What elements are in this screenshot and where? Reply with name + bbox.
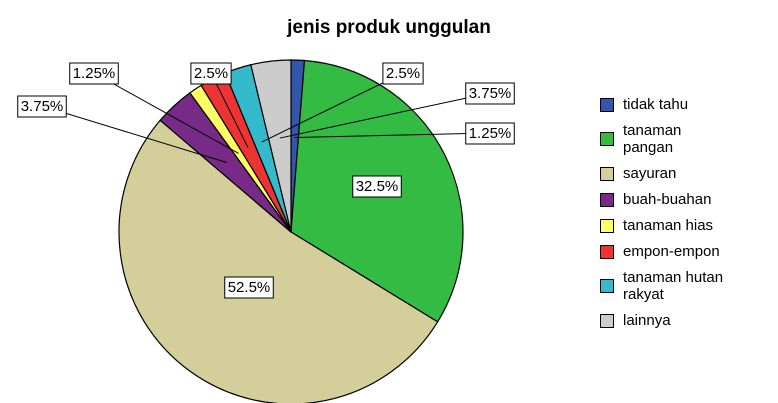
legend-swatch <box>600 97 614 112</box>
data-label-text: 52.5% <box>228 279 271 296</box>
data-label: 2.5% <box>190 62 232 85</box>
leader-line <box>294 132 491 138</box>
legend-swatch <box>600 313 614 328</box>
label-box <box>352 175 402 198</box>
label-box <box>190 62 232 85</box>
data-label: 3.75% <box>465 82 515 105</box>
data-label: 1.25% <box>465 122 515 145</box>
leader-line <box>93 72 239 154</box>
label-box <box>465 82 515 105</box>
data-label-text: 3.75% <box>21 98 64 115</box>
legend-label: tidak tahu <box>623 96 689 113</box>
data-label: 3.75% <box>17 95 67 118</box>
legend-label: tanaman pangan <box>623 122 682 156</box>
data-label-text: 1.25% <box>73 65 116 82</box>
legend-item: tidak tahu <box>600 96 775 113</box>
data-label-text: 32.5% <box>356 178 399 195</box>
leader-line <box>41 105 227 164</box>
data-label-text: 2.5% <box>194 65 228 82</box>
data-label-text: 3.75% <box>469 85 512 102</box>
legend-label: sayuran <box>623 165 677 182</box>
legend-swatch <box>600 192 614 207</box>
legend-label: buah-buahan <box>623 191 712 208</box>
leader-line <box>279 92 491 139</box>
data-label: 32.5% <box>352 175 402 198</box>
data-label: 2.5% <box>382 62 424 85</box>
label-box <box>382 62 424 85</box>
legend-swatch <box>600 218 614 233</box>
pie-slice <box>250 59 292 233</box>
leader-line <box>261 72 404 143</box>
pie-slice <box>118 119 439 403</box>
label-box <box>17 95 67 118</box>
legend-item: tanaman pangan <box>600 122 775 156</box>
legend-item: lainnya <box>600 312 775 329</box>
legend-label: empon-empon <box>623 243 720 260</box>
legend-swatch <box>600 279 614 293</box>
data-label-text: 1.25% <box>469 125 512 142</box>
legend: tidak tahu tanaman pangan sayuran buah-buah… <box>600 96 775 338</box>
legend-swatch <box>600 132 614 146</box>
legend-item: tanaman hutan rakyat <box>600 269 775 303</box>
leader-line <box>210 72 249 148</box>
legend-swatch <box>600 244 614 259</box>
legend-label: tanaman hutan rakyat <box>623 269 724 303</box>
data-label: 1.25% <box>69 62 119 85</box>
label-box <box>465 122 515 145</box>
legend-swatch <box>600 166 614 181</box>
legend-item: buah-buahan <box>600 191 775 208</box>
legend-item: sayuran <box>600 165 775 182</box>
chart-title: jenis produk unggulan <box>286 17 491 38</box>
legend-item: empon-empon <box>600 243 775 260</box>
legend-label: tanaman hias <box>623 217 714 234</box>
label-box <box>224 276 274 299</box>
legend-label: lainnya <box>623 312 671 329</box>
label-box <box>69 62 119 85</box>
legend-item: tanaman hias <box>600 217 775 234</box>
data-label-text: 2.5% <box>386 65 420 82</box>
data-label: 52.5% <box>224 276 274 299</box>
